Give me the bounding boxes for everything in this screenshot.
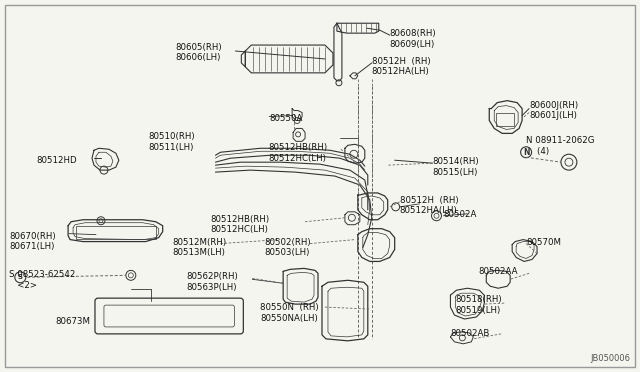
Bar (496, 113, 514, 126)
Text: 80673M: 80673M (55, 317, 90, 326)
Text: 80512HB(RH)
80512HC(LH): 80512HB(RH) 80512HC(LH) (268, 143, 327, 163)
Text: JB050006: JB050006 (591, 354, 630, 363)
Text: 80512H  (RH)
80512HA(LH): 80512H (RH) 80512HA(LH) (372, 57, 430, 76)
Text: S 08523-62542
   <2>: S 08523-62542 <2> (10, 270, 76, 290)
Text: 80608(RH)
80609(LH): 80608(RH) 80609(LH) (390, 29, 436, 49)
Text: 80512HD: 80512HD (36, 156, 77, 165)
Text: 80605(RH)
80606(LH): 80605(RH) 80606(LH) (175, 43, 222, 62)
Text: 80512H  (RH)
80512HA(LH): 80512H (RH) 80512HA(LH) (399, 196, 458, 215)
Text: 80670(RH)
80671(LH): 80670(RH) 80671(LH) (10, 232, 56, 251)
Text: 80518(RH)
80519(LH): 80518(RH) 80519(LH) (456, 295, 502, 315)
Text: S: S (18, 274, 23, 280)
Text: N 08911-2062G
    (4): N 08911-2062G (4) (526, 137, 595, 156)
Text: N: N (523, 148, 529, 157)
Text: 80510(RH)
80511(LH): 80510(RH) 80511(LH) (148, 132, 195, 152)
Bar (76, 226, 156, 238)
Text: 80550A: 80550A (269, 113, 303, 122)
Text: 80512HB(RH)
80512HC(LH): 80512HB(RH) 80512HC(LH) (211, 215, 269, 234)
Text: 80502A: 80502A (444, 210, 477, 219)
Text: 80562P(RH)
80563P(LH): 80562P(RH) 80563P(LH) (187, 272, 238, 292)
Text: 80502AB: 80502AB (451, 329, 490, 338)
Text: 80550N  (RH)
80550NA(LH): 80550N (RH) 80550NA(LH) (260, 303, 319, 323)
Text: 80502(RH)
80503(LH): 80502(RH) 80503(LH) (264, 238, 311, 257)
Text: 80570M: 80570M (526, 238, 561, 247)
Text: 80512M(RH)
80513M(LH): 80512M(RH) 80513M(LH) (173, 238, 227, 257)
Text: 80514(RH)
80515(LH): 80514(RH) 80515(LH) (433, 157, 479, 177)
Text: 80600J(RH)
80601J(LH): 80600J(RH) 80601J(LH) (529, 101, 578, 120)
Text: 80502AA: 80502AA (478, 267, 518, 276)
